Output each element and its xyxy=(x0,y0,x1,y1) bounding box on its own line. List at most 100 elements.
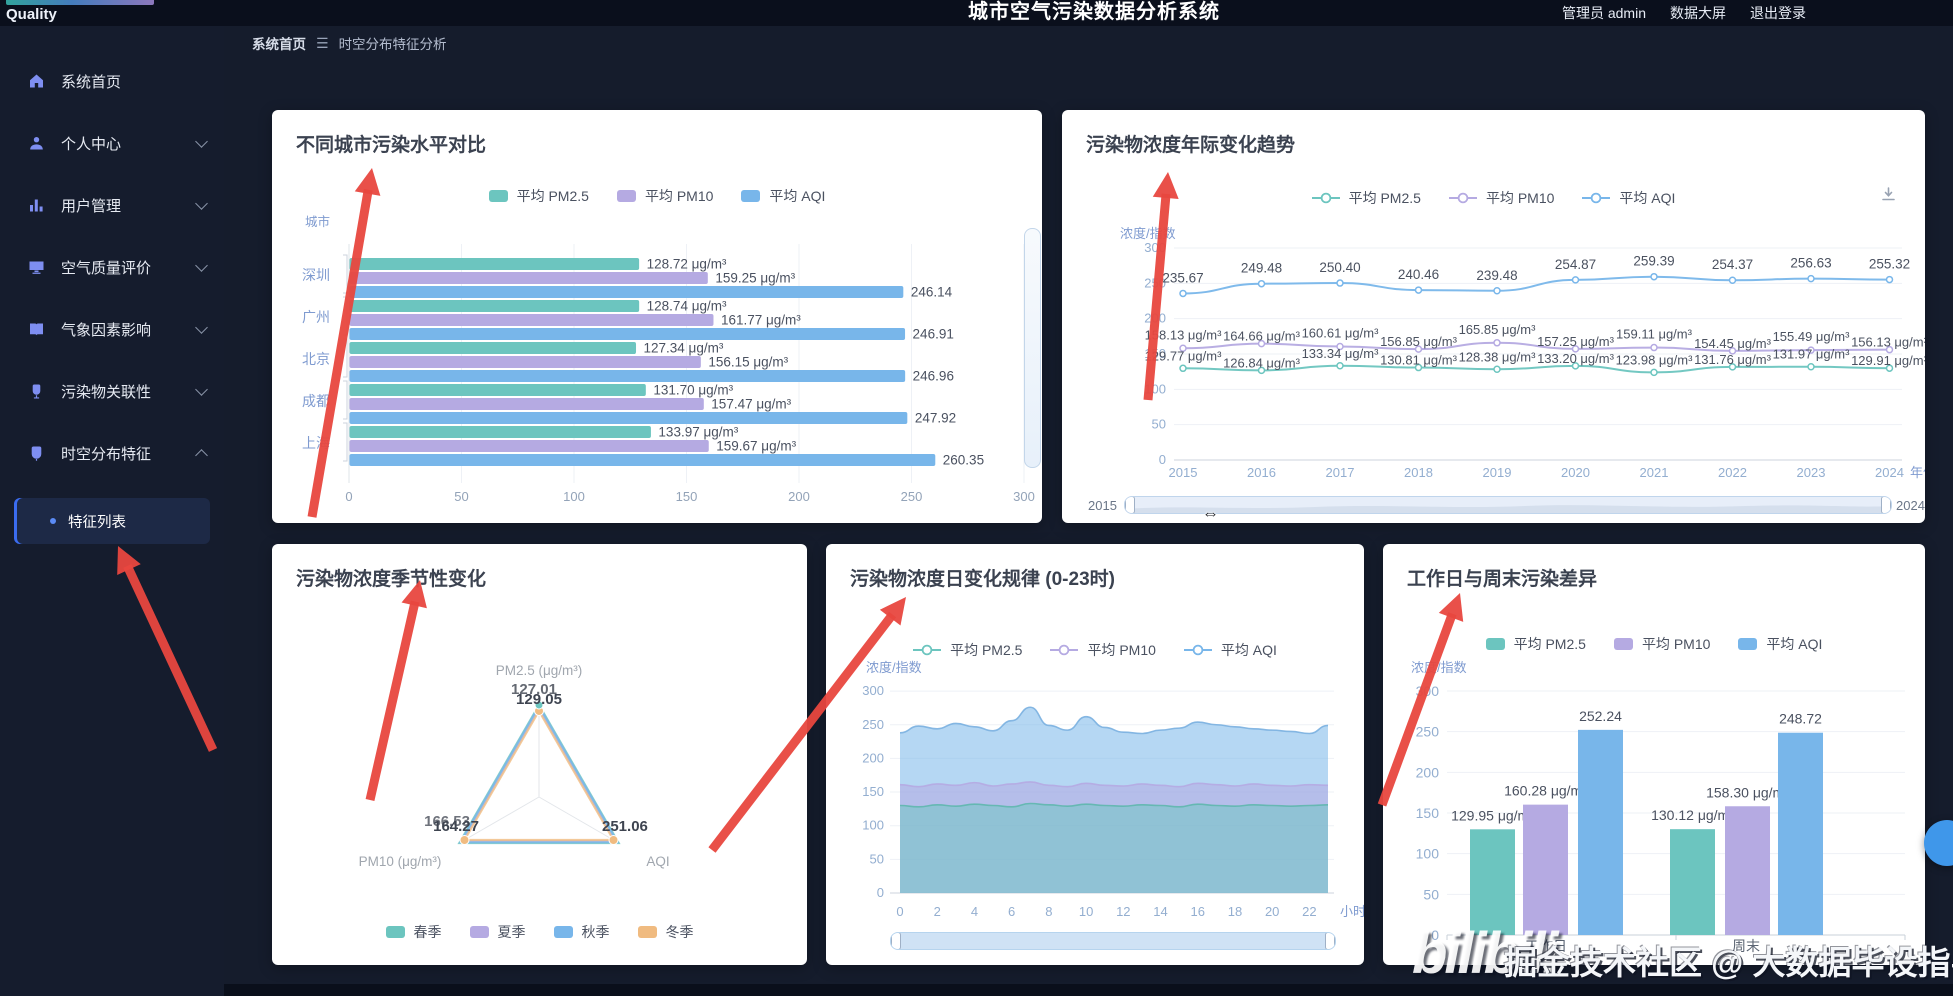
legend-item[interactable]: 秋季 xyxy=(553,922,610,942)
logout-link[interactable]: 退出登录 xyxy=(1750,5,1806,21)
sidebar-item-label: 气象因素影响 xyxy=(61,321,152,339)
bar-pm25 xyxy=(349,384,646,396)
sidebar-item-label: 个人中心 xyxy=(61,135,122,153)
legend-item[interactable]: 平均 AQI xyxy=(741,186,825,206)
svg-text:246.96: 246.96 xyxy=(913,369,954,384)
svg-text:小时: 小时 xyxy=(1340,904,1364,919)
legend-marker xyxy=(637,926,657,938)
sidebar-item-feature-list[interactable]: 特征列表 xyxy=(14,498,210,544)
legend-item[interactable]: 平均 PM10 xyxy=(1448,188,1554,208)
breadcrumb-home[interactable]: 系统首页 xyxy=(252,37,306,52)
bar-pm25 xyxy=(349,300,640,312)
svg-text:159.25 μg/m³: 159.25 μg/m³ xyxy=(715,271,795,286)
data-screen-link[interactable]: 数据大屏 xyxy=(1670,5,1726,21)
sidebar-item-label: 系统首页 xyxy=(61,73,122,91)
svg-text:248.72: 248.72 xyxy=(1779,711,1822,727)
legend-label: 平均 AQI xyxy=(769,188,826,204)
svg-text:浓度/指数: 浓度/指数 xyxy=(1120,226,1176,241)
svg-text:260.35: 260.35 xyxy=(943,453,984,468)
svg-text:广州: 广州 xyxy=(302,309,330,325)
legend-label: 春季 xyxy=(413,924,442,940)
svg-text:深圳: 深圳 xyxy=(302,267,330,283)
sidebar-item-2[interactable]: 个人中心 xyxy=(0,112,224,174)
legend-item[interactable]: 平均 PM10 xyxy=(1613,634,1710,654)
chart-canvas: 浓度/指数 0 50 100 150 200 250 300 工作日 129.95 μg/m³ 16… xyxy=(1411,660,1906,954)
legend-item[interactable]: 平均 AQI xyxy=(1738,634,1822,654)
datazoom-end-label: 2024 xyxy=(1896,498,1925,513)
sidebar-item-1[interactable]: 系统首页 xyxy=(0,50,224,112)
floating-action-button[interactable] xyxy=(1924,820,1953,866)
svg-text:300: 300 xyxy=(1416,683,1440,699)
sidebar-item-4[interactable]: 空气质量评价 xyxy=(0,236,224,298)
legend-marker xyxy=(1485,638,1505,650)
datazoom-slider[interactable] xyxy=(1124,496,1892,514)
datazoom-slider[interactable] xyxy=(890,932,1336,950)
bar-aqi xyxy=(349,454,936,466)
svg-text:14: 14 xyxy=(1153,904,1167,919)
vertical-datazoom-slider[interactable] xyxy=(1024,228,1041,468)
svg-text:133.20 μg/m³: 133.20 μg/m³ xyxy=(1537,351,1615,366)
chevron-down-icon xyxy=(195,134,208,148)
app-title: 城市空气污染数据分析系统 xyxy=(968,1,1220,23)
svg-text:200: 200 xyxy=(1144,311,1166,326)
breadcrumb-current: 时空分布特征分析 xyxy=(338,37,447,52)
sidebar-item-3[interactable]: 用户管理 xyxy=(0,174,224,236)
bar-pm10 xyxy=(349,272,708,284)
svg-text:239.48: 239.48 xyxy=(1476,268,1517,283)
svg-text:123.98 μg/m³: 123.98 μg/m³ xyxy=(1616,352,1694,367)
sidebar-item-7[interactable]: 时空分布特征 xyxy=(0,422,224,484)
user-icon xyxy=(30,136,43,149)
svg-text:2017: 2017 xyxy=(1326,465,1355,480)
bar-pm10 xyxy=(349,440,709,452)
legend-item[interactable]: 平均 PM2.5 xyxy=(913,640,1022,660)
datazoom-handle-left[interactable] xyxy=(891,933,901,949)
legend-marker xyxy=(1738,638,1758,650)
monitor-icon xyxy=(29,261,44,274)
svg-text:250.40: 250.40 xyxy=(1319,260,1360,275)
bar-aqi xyxy=(349,286,904,298)
svg-text:254.87: 254.87 xyxy=(1555,257,1596,272)
svg-text:16: 16 xyxy=(1191,904,1205,919)
legend-label: 冬季 xyxy=(665,924,694,940)
card-title: 污染物浓度季节性变化 xyxy=(296,569,487,590)
legend-item[interactable]: 春季 xyxy=(385,922,442,942)
svg-text:AQI: AQI xyxy=(646,854,669,869)
legend-label: 平均 PM2.5 xyxy=(950,642,1023,658)
legend-item[interactable]: 平均 AQI xyxy=(1582,188,1675,208)
bar-pm10 xyxy=(1523,804,1568,935)
legend-item[interactable]: 平均 PM10 xyxy=(616,186,713,206)
svg-text:100: 100 xyxy=(1416,846,1440,862)
legend-label: 平均 AQI xyxy=(1220,642,1277,658)
legend-item[interactable]: 平均 PM10 xyxy=(1050,640,1156,660)
card-title: 污染物浓度年际变化趋势 xyxy=(1086,135,1296,156)
svg-text:259.39: 259.39 xyxy=(1633,254,1674,269)
datazoom-handle-right[interactable] xyxy=(1881,497,1891,513)
bar-chart-icon xyxy=(30,199,43,211)
download-icon[interactable] xyxy=(1880,186,1897,208)
svg-text:2024: 2024 xyxy=(1875,465,1904,480)
svg-text:127.01: 127.01 xyxy=(511,681,557,698)
legend-item[interactable]: 冬季 xyxy=(637,922,694,942)
datazoom-handle-left[interactable] xyxy=(1125,497,1135,513)
collapse-menu-icon[interactable]: ☰ xyxy=(316,34,329,51)
svg-text:128.38 μg/m³: 128.38 μg/m³ xyxy=(1459,349,1537,364)
legend-item[interactable]: 夏季 xyxy=(469,922,526,942)
card-title: 污染物浓度日变化规律 (0-23时) xyxy=(850,569,1115,590)
svg-text:133.97 μg/m³: 133.97 μg/m³ xyxy=(658,425,738,440)
svg-text:160.61 μg/m³: 160.61 μg/m³ xyxy=(1302,326,1380,341)
sidebar-item-6[interactable]: 污染物关联性 xyxy=(0,360,224,422)
svg-text:2: 2 xyxy=(934,904,941,919)
legend-item[interactable]: 平均 PM2.5 xyxy=(1485,634,1586,654)
svg-text:100: 100 xyxy=(1144,381,1166,396)
svg-text:50: 50 xyxy=(870,851,884,866)
legend-item[interactable]: 平均 AQI xyxy=(1183,640,1277,660)
svg-text:2018: 2018 xyxy=(1404,465,1433,480)
legend-item[interactable]: 平均 PM2.5 xyxy=(1311,188,1421,208)
svg-text:166.53: 166.53 xyxy=(424,813,470,830)
svg-text:0: 0 xyxy=(1159,452,1166,467)
admin-user-menu[interactable]: 管理员 admin xyxy=(1561,5,1646,21)
legend-item[interactable]: 平均 PM2.5 xyxy=(488,186,589,206)
datazoom-handle-right[interactable] xyxy=(1325,933,1335,949)
svg-text:164.27: 164.27 xyxy=(433,818,479,835)
sidebar-item-5[interactable]: 气象因素影响 xyxy=(0,298,224,360)
